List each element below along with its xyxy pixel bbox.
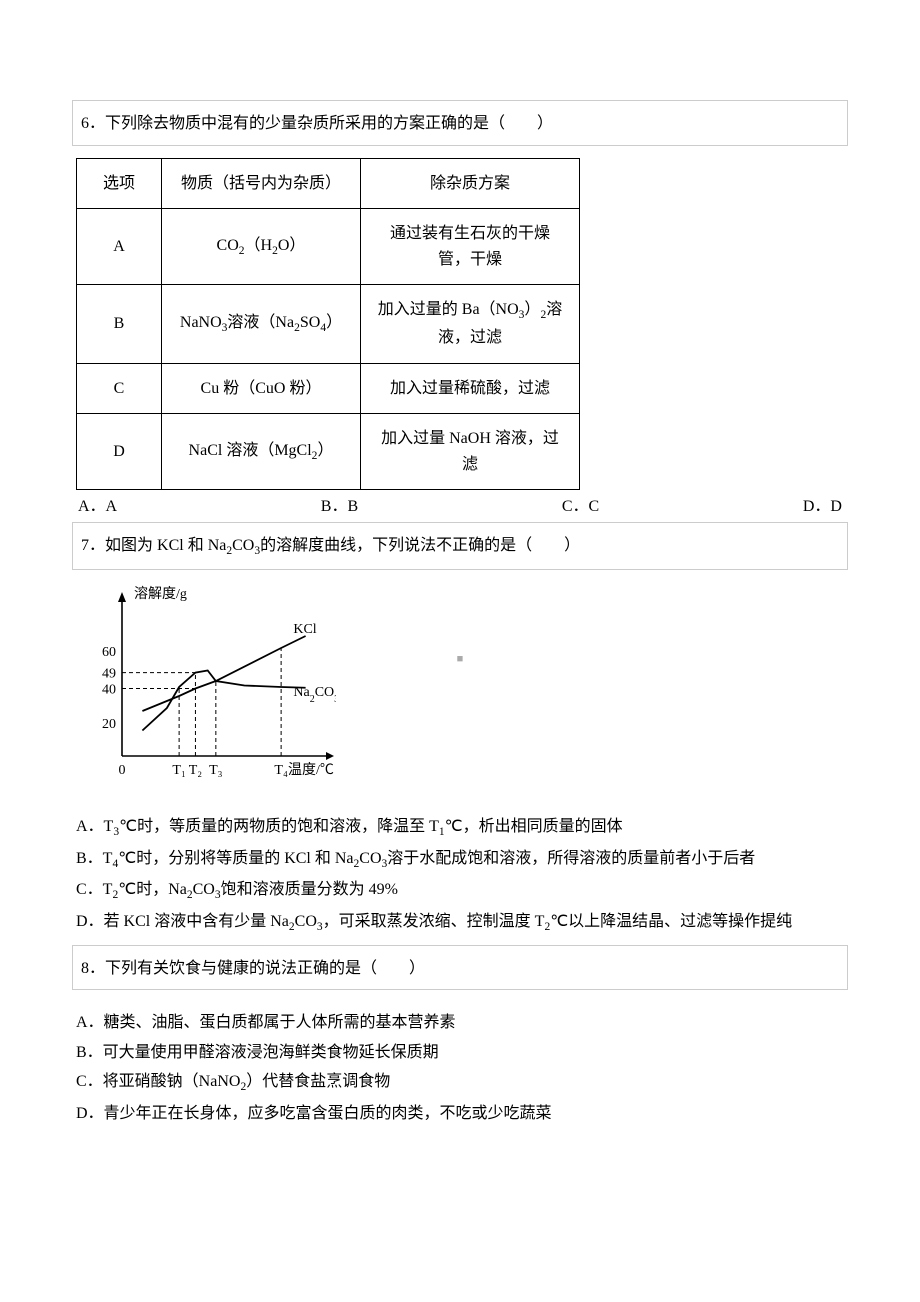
cell-method: 加入过量稀硫酸，过滤 xyxy=(361,363,580,414)
q6-text: 下列除去物质中混有的少量杂质所采用的方案正确的是（ ） xyxy=(105,115,553,132)
q7-opt-c: C．T2℃时，Na2CO3饱和溶液质量分数为 49% xyxy=(76,877,848,905)
cell-method: 通过装有生石灰的干燥管，干燥 xyxy=(361,209,580,285)
q8-opt-b: B．可大量使用甲醛溶液浸泡海鲜类食物延长保质期 xyxy=(76,1040,848,1066)
cell-method: 加入过量的 Ba（NO3）2溶液，过滤 xyxy=(361,285,580,363)
svg-text:0: 0 xyxy=(119,763,126,778)
svg-text:T₃: T₃ xyxy=(209,763,223,778)
cell-method: 加入过量 NaOH 溶液，过滤 xyxy=(361,414,580,490)
question-8-stem: 8．下列有关饮食与健康的说法正确的是（ ） xyxy=(72,945,848,991)
svg-text:温度/℃: 温度/℃ xyxy=(288,762,334,778)
choice-a: A．A xyxy=(78,494,117,520)
th-substance: 物质（括号内为杂质） xyxy=(162,158,361,209)
svg-text:KCl: KCl xyxy=(293,622,316,637)
q8-opt-a: A．糖类、油脂、蛋白质都属于人体所需的基本营养素 xyxy=(76,1010,848,1036)
svg-text:20: 20 xyxy=(102,717,116,732)
question-6-stem: 6．下列除去物质中混有的少量杂质所采用的方案正确的是（ ） xyxy=(72,100,848,146)
q8-opt-d: D．青少年正在长身体，应多吃富含蛋白质的肉类，不吃或少吃蔬菜 xyxy=(76,1101,848,1127)
cell-opt: B xyxy=(77,285,162,363)
svg-text:T₄: T₄ xyxy=(274,763,288,778)
q7-opt-d: D．若 KCl 溶液中含有少量 Na2CO3，可采取蒸发浓缩、控制温度 T2℃以… xyxy=(76,909,848,937)
q7-text: 如图为 KCl 和 Na2CO3的溶解度曲线，下列说法不正确的是（ ） xyxy=(105,537,580,554)
svg-text:T₁: T₁ xyxy=(172,763,185,778)
cell-sub: NaNO3溶液（Na2SO4） xyxy=(162,285,361,363)
choice-b: B．B xyxy=(321,494,358,520)
q8-opt-c: C．将亚硝酸钠（NaNO2）代替食盐烹调食物 xyxy=(76,1069,848,1097)
cell-opt: D xyxy=(77,414,162,490)
cell-sub: CO2（H2O） xyxy=(162,209,361,285)
choice-c: C．C xyxy=(562,494,599,520)
table-row: C Cu 粉（CuO 粉） 加入过量稀硫酸，过滤 xyxy=(77,363,580,414)
q8-stem-text: 8．下列有关饮食与健康的说法正确的是（ ） xyxy=(81,956,839,982)
cell-opt: C xyxy=(77,363,162,414)
q7-opt-b: B．T4℃时，分别将等质量的 KCl 和 Na2CO3溶于水配成饱和溶液，所得溶… xyxy=(76,846,848,874)
table-row: D NaCl 溶液（MgCl2） 加入过量 NaOH 溶液，过滤 xyxy=(77,414,580,490)
svg-text:60: 60 xyxy=(102,645,116,660)
question-7-stem: 7．如图为 KCl 和 Na2CO3的溶解度曲线，下列说法不正确的是（ ） xyxy=(72,522,848,570)
svg-text:T₂: T₂ xyxy=(189,763,203,778)
table-row: B NaNO3溶液（Na2SO4） 加入过量的 Ba（NO3）2溶液，过滤 xyxy=(77,285,580,363)
q7-opt-a: A．T3℃时，等质量的两物质的饱和溶液，降温至 T1℃，析出相同质量的固体 xyxy=(76,814,848,842)
th-method: 除杂质方案 xyxy=(361,158,580,209)
chart-svg: 溶解度/g 20 4049 60 0 T₁ T₂ T₃ T₄温度/℃ KCl Na2CO3 xyxy=(76,584,336,784)
q6-choices: A．A B．B C．C D．D xyxy=(72,494,848,520)
q7-number: 7． xyxy=(81,537,105,554)
q8-number: 8． xyxy=(81,960,105,977)
table-row: A CO2（H2O） 通过装有生石灰的干燥管，干燥 xyxy=(77,209,580,285)
q6-table: 选项 物质（括号内为杂质） 除杂质方案 A CO2（H2O） 通过装有生石灰的干… xyxy=(76,158,580,491)
q6-stem-text: 6．下列除去物质中混有的少量杂质所采用的方案正确的是（ ） xyxy=(81,111,839,137)
th-option: 选项 xyxy=(77,158,162,209)
q8-text: 下列有关饮食与健康的说法正确的是（ ） xyxy=(105,960,425,977)
svg-text:40: 40 xyxy=(102,682,116,697)
q7-stem-text: 7．如图为 KCl 和 Na2CO3的溶解度曲线，下列说法不正确的是（ ） xyxy=(81,533,839,561)
svg-text:溶解度/g: 溶解度/g xyxy=(134,586,187,602)
choice-d: D．D xyxy=(803,494,842,520)
svg-text:49: 49 xyxy=(102,666,116,681)
solubility-chart: 溶解度/g 20 4049 60 0 T₁ T₂ T₃ T₄温度/℃ KCl Na2CO3 xyxy=(76,584,848,793)
q6-number: 6． xyxy=(81,115,105,132)
cell-sub: NaCl 溶液（MgCl2） xyxy=(162,414,361,490)
cell-opt: A xyxy=(77,209,162,285)
svg-text:Na2CO3: Na2CO3 xyxy=(293,685,336,705)
table-header-row: 选项 物质（括号内为杂质） 除杂质方案 xyxy=(77,158,580,209)
q8-options: A．糖类、油脂、蛋白质都属于人体所需的基本营养素 B．可大量使用甲醛溶液浸泡海鲜… xyxy=(72,1002,848,1134)
cell-sub: Cu 粉（CuO 粉） xyxy=(162,363,361,414)
q7-options: A．T3℃时，等质量的两物质的饱和溶液，降温至 T1℃，析出相同质量的固体 B．… xyxy=(72,806,848,944)
